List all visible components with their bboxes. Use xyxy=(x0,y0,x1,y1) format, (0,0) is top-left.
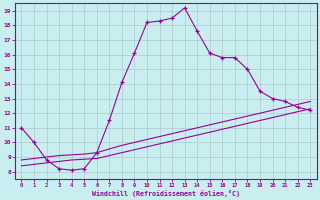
X-axis label: Windchill (Refroidissement éolien,°C): Windchill (Refroidissement éolien,°C) xyxy=(92,190,240,197)
